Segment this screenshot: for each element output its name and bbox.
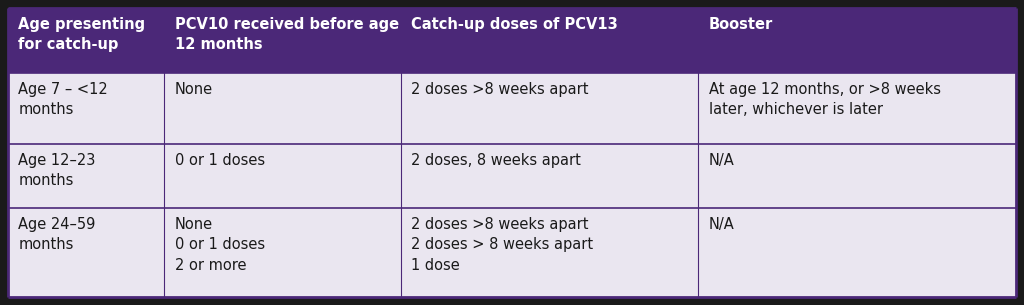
- Bar: [401, 73, 698, 144]
- Bar: [698, 73, 1016, 144]
- Bar: [401, 208, 698, 297]
- Text: None: None: [175, 82, 213, 97]
- Bar: [401, 8, 698, 73]
- Text: Catch-up doses of PCV13: Catch-up doses of PCV13: [412, 17, 618, 32]
- Text: N/A: N/A: [709, 217, 734, 232]
- Text: Age presenting
for catch-up: Age presenting for catch-up: [18, 17, 145, 52]
- Bar: [8, 208, 165, 297]
- Bar: [8, 73, 165, 144]
- Text: 2 doses >8 weeks apart
2 doses > 8 weeks apart
1 dose: 2 doses >8 weeks apart 2 doses > 8 weeks…: [412, 217, 594, 272]
- Text: None
0 or 1 doses
2 or more: None 0 or 1 doses 2 or more: [175, 217, 265, 272]
- Text: Age 12–23
months: Age 12–23 months: [18, 153, 96, 188]
- Bar: [698, 8, 1016, 73]
- Text: Age 24–59
months: Age 24–59 months: [18, 217, 96, 252]
- Text: PCV10 received before age
12 months: PCV10 received before age 12 months: [175, 17, 398, 52]
- Text: Booster: Booster: [709, 17, 773, 32]
- Text: 2 doses >8 weeks apart: 2 doses >8 weeks apart: [412, 82, 589, 97]
- Bar: [8, 144, 165, 207]
- Text: N/A: N/A: [709, 153, 734, 168]
- Text: Age 7 – <12
months: Age 7 – <12 months: [18, 82, 109, 117]
- Bar: [698, 144, 1016, 207]
- Bar: [165, 208, 401, 297]
- Bar: [698, 208, 1016, 297]
- Bar: [165, 8, 401, 73]
- Bar: [165, 144, 401, 207]
- Bar: [401, 144, 698, 207]
- Text: 2 doses, 8 weeks apart: 2 doses, 8 weeks apart: [412, 153, 582, 168]
- Text: At age 12 months, or >8 weeks
later, whichever is later: At age 12 months, or >8 weeks later, whi…: [709, 82, 941, 117]
- Text: 0 or 1 doses: 0 or 1 doses: [175, 153, 265, 168]
- Bar: [165, 73, 401, 144]
- Bar: [8, 8, 165, 73]
